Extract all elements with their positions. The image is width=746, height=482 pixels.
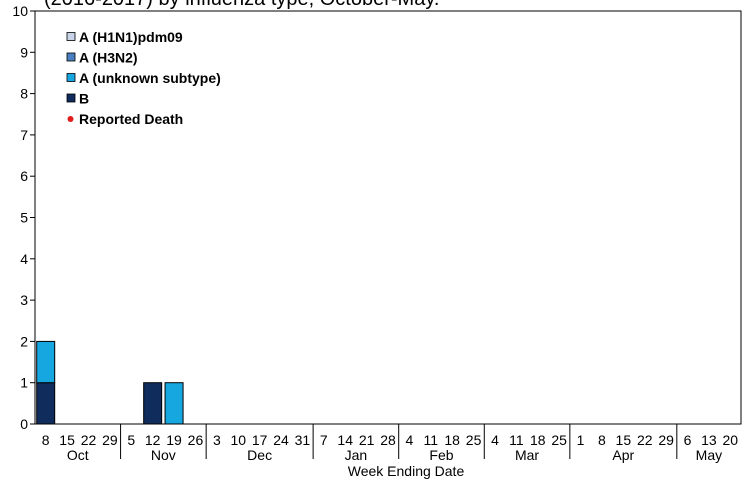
x-tick-label: 29 [658, 432, 674, 448]
x-tick-label: 15 [616, 432, 632, 448]
month-label: Jan [345, 447, 368, 463]
y-tick-label: 5 [20, 210, 28, 226]
bar-a-unknown-subtype [36, 340, 56, 384]
month-label: Dec [247, 447, 272, 463]
y-tick-label: 0 [20, 416, 28, 432]
x-tick-label: 18 [530, 432, 546, 448]
y-tick-label: 8 [20, 86, 28, 102]
legend-label: A (H3N2) [79, 50, 138, 66]
month-label: Mar [515, 447, 539, 463]
x-tick-label: 8 [598, 432, 606, 448]
x-tick-label: 24 [273, 432, 289, 448]
bar-b [143, 382, 163, 425]
x-tick-label: 10 [230, 432, 246, 448]
bar-b [36, 382, 56, 425]
x-tick-label: 8 [42, 432, 50, 448]
x-tick-label: 22 [637, 432, 653, 448]
y-tick-label: 7 [20, 127, 28, 143]
x-tick-label: 6 [684, 432, 692, 448]
x-axis-title: Week Ending Date [348, 463, 465, 479]
x-tick-label: 18 [444, 432, 460, 448]
month-label: Feb [429, 447, 453, 463]
x-tick-label: 11 [509, 432, 524, 448]
legend-dot [67, 116, 74, 122]
y-tick-label: 9 [20, 44, 28, 60]
x-tick-label: 22 [81, 432, 97, 448]
legend-swatch [66, 32, 76, 41]
x-tick-label: 7 [320, 432, 328, 448]
month-label: Oct [67, 447, 89, 463]
x-tick-label: 13 [701, 432, 717, 448]
x-tick-label: 25 [466, 432, 482, 448]
bar-a-unknown-subtype [164, 382, 184, 425]
x-tick-label: 29 [102, 432, 118, 448]
x-tick-label: 3 [213, 432, 221, 448]
month-label: Apr [612, 447, 634, 463]
legend-label: A (unknown subtype) [79, 70, 221, 86]
y-tick-label: 4 [20, 251, 28, 267]
x-tick-label: 12 [145, 432, 161, 448]
y-tick-label: 2 [20, 333, 28, 349]
x-tick-label: 4 [405, 432, 413, 448]
x-tick-label: 25 [551, 432, 567, 448]
y-tick-label: 10 [12, 3, 28, 19]
x-tick-label: 19 [166, 432, 182, 448]
x-tick-label: 31 [295, 432, 311, 448]
y-tick-label: 1 [20, 375, 28, 391]
x-tick-label: 5 [127, 432, 135, 448]
x-tick-label: 15 [59, 432, 75, 448]
chart-title: (2016-2017) by influenza type, October-M… [44, 0, 439, 10]
x-tick-label: 26 [188, 432, 204, 448]
x-tick-label: 17 [252, 432, 268, 448]
legend-label: A (H1N1)pdm09 [79, 29, 183, 45]
legend-label: B [79, 91, 89, 107]
legend-swatch [66, 93, 76, 103]
legend-swatch [66, 73, 76, 82]
legend: A (H1N1)pdm09 A (H3N2) A (unknown subtype)… [66, 29, 221, 127]
x-tick-label: 20 [723, 432, 739, 448]
x-tick-label: 28 [380, 432, 396, 448]
month-label: Nov [151, 447, 176, 463]
x-tick-label: 14 [337, 432, 353, 448]
y-tick-label: 6 [20, 168, 28, 184]
legend-label: Reported Death [79, 111, 183, 127]
x-tick-label: 11 [424, 432, 439, 448]
x-tick-label: 4 [491, 432, 499, 448]
x-tick-label: 21 [359, 432, 375, 448]
month-label: May [696, 447, 722, 463]
legend-swatch [66, 52, 76, 62]
y-tick-label: 3 [20, 292, 28, 308]
x-tick-label: 1 [577, 432, 585, 448]
